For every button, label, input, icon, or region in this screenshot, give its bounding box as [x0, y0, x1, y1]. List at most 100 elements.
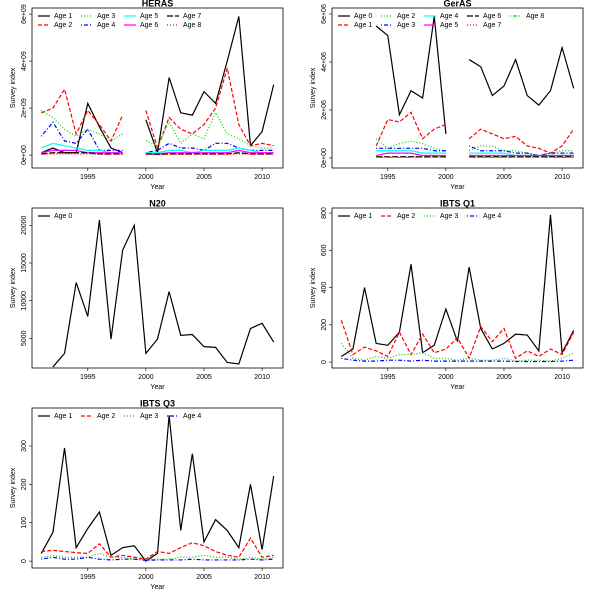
panel-title: IBTS Q3 — [140, 398, 175, 408]
y-tick-label: 10000 — [21, 291, 28, 311]
series-line — [376, 145, 574, 157]
legend-label: Age 0 — [54, 213, 72, 220]
x-tick-label: 2000 — [138, 574, 154, 581]
plot-frame — [331, 7, 584, 169]
legend-label: Age 4 — [183, 413, 201, 420]
y-tick-label: 4e+09 — [21, 51, 28, 71]
legend-label: Age 4 — [440, 13, 458, 20]
x-tick-label: 2010 — [554, 174, 570, 181]
legend-label: Age 3 — [440, 213, 458, 220]
y-tick-label: 100 — [21, 517, 28, 529]
x-tick-label: 1995 — [80, 574, 96, 581]
legend-label: Age 6 — [140, 22, 158, 29]
series-line — [341, 357, 574, 363]
x-axis-label: Year — [150, 184, 165, 191]
panel-title: HERAS — [142, 0, 174, 8]
x-tick-label: 1995 — [80, 174, 96, 181]
x-axis-label: Year — [150, 384, 165, 391]
legend-label: Age 2 — [54, 22, 72, 29]
legend-label: Age 7 — [483, 22, 501, 29]
x-axis-label: Year — [450, 184, 465, 191]
y-axis-label: Survey index — [310, 67, 317, 108]
y-tick-label: 200 — [321, 319, 328, 331]
x-tick-label: 2005 — [196, 174, 212, 181]
legend-label: Age 1 — [354, 213, 372, 220]
series-line — [41, 552, 274, 560]
x-tick-label: 1995 — [80, 374, 96, 381]
series-line — [52, 219, 275, 368]
x-tick-label: 2000 — [438, 174, 454, 181]
y-tick-label: 2e+09 — [21, 98, 28, 118]
plot-frame — [31, 7, 284, 169]
plot-frame — [31, 407, 284, 569]
x-tick-label: 2010 — [254, 374, 270, 381]
legend-label: Age 8 — [526, 13, 544, 20]
panel-title: IBTS Q1 — [440, 198, 475, 208]
panel-title: N20 — [149, 198, 166, 208]
plot-frame — [331, 207, 584, 369]
legend-label: Age 1 — [354, 22, 372, 29]
plot-frame — [31, 207, 284, 369]
legend-label: Age 5 — [440, 22, 458, 29]
legend-label: Age 3 — [397, 22, 415, 29]
x-tick-label: 1995 — [380, 174, 396, 181]
x-tick-label: 2010 — [554, 374, 570, 381]
panel-title: GerAS — [443, 0, 471, 8]
x-tick-label: 2000 — [438, 374, 454, 381]
legend-label: Age 7 — [183, 13, 201, 20]
series-line — [40, 109, 274, 149]
y-tick-label: 300 — [21, 440, 28, 452]
y-axis-label: Survey index — [310, 267, 317, 308]
y-tick-label: 0 — [321, 360, 328, 364]
y-tick-label: 4e+06 — [321, 52, 328, 72]
y-tick-label: 6e+09 — [21, 4, 28, 24]
y-tick-label: 0 — [21, 559, 28, 563]
series-line — [340, 343, 574, 362]
legend-label: Age 5 — [140, 13, 158, 20]
series-line — [41, 67, 274, 150]
legend-label: Age 4 — [97, 22, 115, 29]
series-line — [41, 556, 274, 561]
series-line — [41, 153, 274, 156]
series-line — [40, 415, 275, 562]
series-line — [41, 536, 274, 560]
legend-label: Age 3 — [97, 13, 115, 20]
series-line — [375, 138, 574, 157]
x-tick-label: 2000 — [138, 374, 154, 381]
y-tick-label: 200 — [21, 478, 28, 490]
x-tick-label: 2005 — [196, 374, 212, 381]
legend-label: Age 2 — [397, 13, 415, 20]
y-tick-label: 400 — [321, 282, 328, 294]
x-tick-label: 2000 — [138, 174, 154, 181]
legend-label: Age 1 — [54, 13, 72, 20]
x-axis-label: Year — [150, 584, 165, 591]
y-axis-label: Survey index — [10, 267, 17, 308]
legend-label: Age 4 — [483, 213, 501, 220]
legend-label: Age 8 — [183, 22, 201, 29]
x-axis-label: Year — [450, 384, 465, 391]
y-tick-label: 20000 — [21, 215, 28, 235]
y-tick-label: 6e+06 — [321, 4, 328, 24]
series-line — [41, 16, 275, 154]
series-line — [375, 111, 575, 154]
y-tick-label: 0e+00 — [321, 148, 328, 168]
series-line — [376, 152, 574, 157]
y-tick-label: 5000 — [21, 330, 28, 346]
legend-label: Age 1 — [54, 413, 72, 420]
series-line — [340, 319, 575, 360]
y-axis-label: Survey index — [10, 467, 17, 508]
y-axis-label: Survey index — [10, 67, 17, 108]
y-tick-label: 2e+06 — [321, 100, 328, 120]
series-line — [340, 214, 575, 357]
x-tick-label: 2010 — [254, 574, 270, 581]
x-tick-label: 1995 — [380, 374, 396, 381]
legend-label: Age 2 — [397, 213, 415, 220]
y-tick-label: 15000 — [21, 253, 28, 273]
x-tick-label: 2005 — [196, 574, 212, 581]
legend-label: Age 3 — [140, 413, 158, 420]
legend-label: Age 6 — [483, 13, 501, 20]
legend-label: Age 0 — [354, 13, 372, 20]
y-tick-label: 600 — [321, 244, 328, 256]
